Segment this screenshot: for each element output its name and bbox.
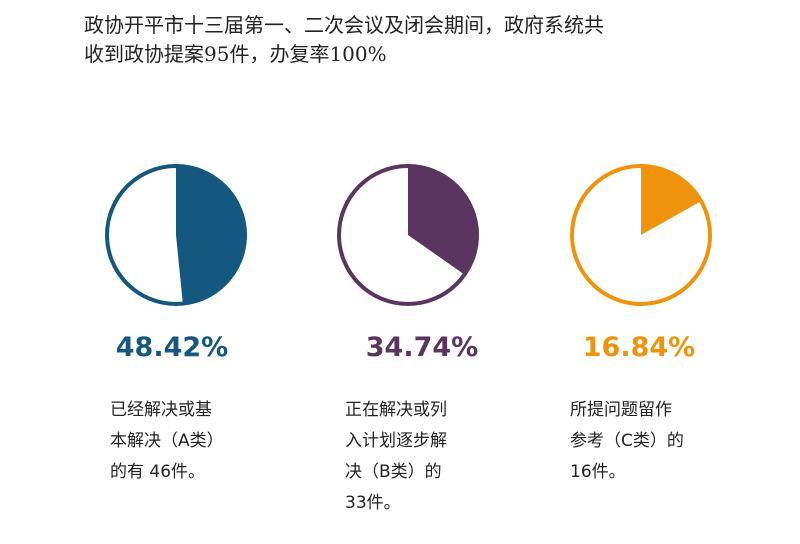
headline-line-1: 政协开平市十三届第一、二次会议及闭会期间，政府系统共 xyxy=(84,13,604,37)
description-a-line-1: 已经解决或基 xyxy=(110,400,212,420)
pie-chart-c xyxy=(570,164,712,306)
percent-label-b: 34.74% xyxy=(365,332,479,363)
description-b-line-4: 33件。 xyxy=(345,493,401,513)
percent-label-c: 16.84% xyxy=(582,332,696,363)
description-c-line-2: 参考（C类）的 xyxy=(570,431,684,451)
description-b-line-1: 正在解决或列 xyxy=(345,400,447,420)
description-c-line-3: 16件。 xyxy=(570,462,626,482)
description-a-line-2: 本解决（A类） xyxy=(110,431,224,451)
pie-a-value-slice xyxy=(176,166,245,304)
pie-chart-b xyxy=(337,164,479,306)
description-a: 已经解决或基 本解决（A类） 的有 46件。 xyxy=(110,395,224,488)
description-b-line-3: 决（B类）的 xyxy=(345,462,442,482)
headline: 政协开平市十三届第一、二次会议及闭会期间，政府系统共 收到政协提案95件，办复率… xyxy=(84,11,774,69)
headline-line-2: 收到政协提案95件，办复率100% xyxy=(84,42,387,66)
description-c: 所提问题留作 参考（C类）的 16件。 xyxy=(570,395,684,488)
pie-b-value-slice xyxy=(408,166,478,275)
pie-c-value-slice xyxy=(641,166,702,235)
description-c-line-1: 所提问题留作 xyxy=(570,400,672,420)
pie-chart-a xyxy=(105,164,247,306)
percent-label-a: 48.42% xyxy=(115,332,229,363)
description-b: 正在解决或列 入计划逐步解 决（B类）的 33件。 xyxy=(345,395,447,519)
description-b-line-2: 入计划逐步解 xyxy=(345,431,447,451)
description-a-line-3: 的有 46件。 xyxy=(110,462,206,482)
